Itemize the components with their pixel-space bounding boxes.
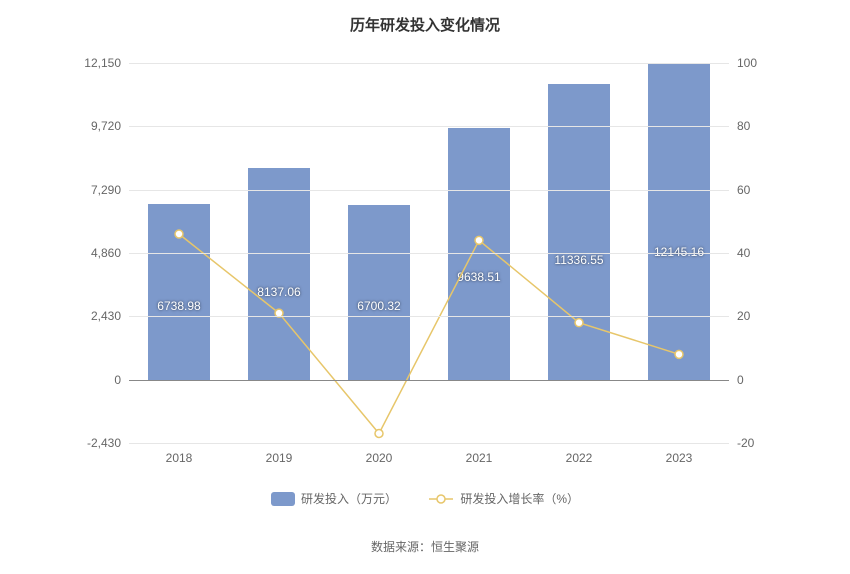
y-right-tick: 40: [737, 246, 750, 260]
bar: 12145.16: [648, 63, 710, 380]
x-tick: 2019: [266, 451, 293, 465]
y-left-tick: 4,860: [91, 246, 121, 260]
gridline: [129, 63, 729, 64]
y-left-tick: 9,720: [91, 119, 121, 133]
chart-area: 6738.98 8137.06 6700.32 9638.51 11336.55 1214…: [69, 43, 781, 463]
y-left-tick: 0: [114, 373, 121, 387]
source-name: 恒生聚源: [431, 540, 479, 554]
legend-line-swatch: [428, 492, 454, 506]
legend-bar-label: 研发投入（万元）: [301, 490, 397, 507]
chart-title: 历年研发投入变化情况: [0, 0, 850, 43]
bar-value-label: 9638.51: [457, 270, 500, 284]
y-right-tick: 60: [737, 183, 750, 197]
bar: 6738.98: [148, 204, 210, 380]
bar-value-label: 6738.98: [157, 299, 200, 313]
bar-value-label: 11336.55: [554, 253, 603, 267]
y-left-tick: 12,150: [84, 56, 121, 70]
legend-line-label: 研发投入增长率（%）: [460, 490, 579, 507]
bar: 6700.32: [348, 205, 410, 380]
chart-container: 历年研发投入变化情况 6738.98 8137.06 6700.32 9638.51 1…: [0, 0, 850, 574]
legend-item-bar: 研发投入（万元）: [271, 490, 397, 507]
source-prefix: 数据来源：: [371, 540, 431, 554]
x-tick: 2022: [566, 451, 593, 465]
y-left-tick: -2,430: [87, 436, 121, 450]
legend: 研发投入（万元） 研发投入增长率（%）: [0, 490, 850, 509]
y-right-tick: 80: [737, 119, 750, 133]
legend-bar-swatch: [271, 492, 295, 506]
bar: 11336.55: [548, 84, 610, 379]
x-tick: 2020: [366, 451, 393, 465]
data-source: 数据来源：恒生聚源: [0, 538, 850, 555]
legend-item-line: 研发投入增长率（%）: [428, 490, 579, 507]
y-right-tick: 20: [737, 309, 750, 323]
gridline: [129, 316, 729, 317]
bar: 9638.51: [448, 128, 510, 379]
gridline: [129, 190, 729, 191]
gridline: [129, 443, 729, 444]
y-right-tick: 0: [737, 373, 744, 387]
y-right-tick: -20: [737, 436, 754, 450]
x-tick: 2023: [666, 451, 693, 465]
gridline: [129, 126, 729, 127]
y-right-tick: 100: [737, 56, 757, 70]
bar-value-label: 8137.06: [257, 285, 300, 299]
x-tick: 2021: [466, 451, 493, 465]
bar: 8137.06: [248, 168, 310, 380]
y-left-tick: 7,290: [91, 183, 121, 197]
gridline: [129, 253, 729, 254]
y-left-tick: 2,430: [91, 309, 121, 323]
x-tick: 2018: [166, 451, 193, 465]
bar-value-label: 6700.32: [357, 299, 400, 313]
gridline: [129, 380, 729, 381]
plot-region: 6738.98 8137.06 6700.32 9638.51 11336.55 1214…: [129, 63, 729, 443]
